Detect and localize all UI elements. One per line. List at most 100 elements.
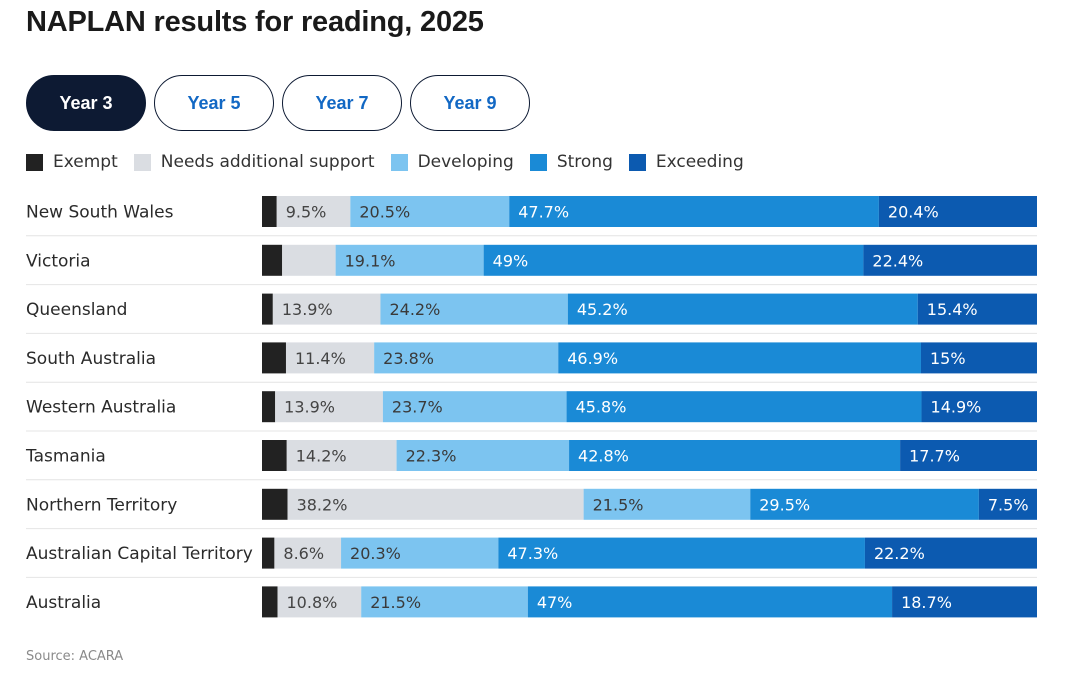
tab-year-3[interactable]: Year 3 [26, 75, 146, 131]
tab-year-9[interactable]: Year 9 [410, 75, 530, 131]
data-label-queensland-exceeding: 15.4% [927, 300, 978, 319]
category-label-australian-capital-territory: Australian Capital Territory [26, 544, 253, 564]
bar-australia-needs-additional-support [277, 586, 362, 618]
data-label-new-south-wales-developing: 20.5% [359, 203, 410, 222]
data-label-queensland-needs-additional-support: 13.9% [282, 300, 333, 319]
data-label-northern-territory-strong: 29.5% [759, 495, 810, 514]
bar-new-south-wales-developing [350, 196, 510, 227]
bar-australian-capital-territory-needs-additional-support [274, 537, 342, 569]
bar-western-australia-strong [566, 391, 922, 423]
data-label-western-australia-exceeding: 14.9% [931, 398, 982, 417]
chart-legend: Exempt Needs additional support Developi… [26, 152, 760, 172]
bar-western-australia-exceeding [921, 391, 1037, 423]
category-label-western-australia: Western Australia [26, 398, 176, 418]
tab-year-5[interactable]: Year 5 [154, 75, 274, 131]
category-label-northern-territory: Northern Territory [26, 495, 177, 515]
bar-tasmania-strong [569, 440, 901, 471]
bar-south-australia-strong [558, 342, 921, 374]
bar-australian-capital-territory-exempt [262, 537, 275, 569]
bar-new-south-wales-exempt [262, 196, 277, 227]
data-label-australian-capital-territory-strong: 47.3% [507, 544, 558, 563]
legend-label-developing: Developing [417, 152, 514, 172]
legend-item-exempt: Exempt [26, 152, 118, 172]
data-label-australian-capital-territory-developing: 20.3% [350, 544, 401, 563]
data-label-western-australia-strong: 45.8% [576, 398, 627, 417]
bar-queensland-developing [380, 293, 568, 325]
legend-item-exceeding: Exceeding [628, 152, 744, 172]
bar-western-australia-developing [382, 391, 567, 423]
bar-tasmania-exempt [262, 440, 287, 471]
legend-item-needs-support: Needs additional support [133, 152, 375, 172]
legend-swatch-exceeding [628, 153, 646, 171]
tab-year-7[interactable]: Year 7 [282, 75, 402, 131]
bar-western-australia-needs-additional-support [275, 391, 383, 423]
bar-australia-exempt [262, 586, 278, 618]
legend-item-developing: Developing [390, 152, 514, 172]
legend-item-strong: Strong [529, 152, 613, 172]
data-label-queensland-developing: 24.2% [389, 300, 440, 319]
data-label-new-south-wales-exceeding: 20.4% [888, 203, 939, 222]
data-label-western-australia-developing: 23.7% [392, 398, 443, 417]
category-label-tasmania: Tasmania [25, 447, 106, 467]
source-note: Source: ACARA [26, 649, 124, 664]
bar-south-australia-developing [374, 342, 559, 374]
bar-new-south-wales-exceeding [878, 196, 1037, 227]
data-label-new-south-wales-strong: 47.7% [518, 203, 569, 222]
category-label-new-south-wales: New South Wales [26, 203, 174, 223]
bar-queensland-exempt [262, 293, 273, 325]
category-label-australia: Australia [26, 593, 101, 613]
bar-australian-capital-territory-developing [341, 537, 499, 569]
category-label-victoria: Victoria [26, 251, 91, 271]
year-tabs: Year 3 Year 5 Year 7 Year 9 [26, 75, 530, 131]
data-label-queensland-strong: 45.2% [577, 300, 628, 319]
chart-title: NAPLAN results for reading, 2025 [26, 6, 484, 38]
data-label-south-australia-strong: 46.9% [567, 349, 618, 368]
legend-swatch-developing [390, 153, 408, 171]
bar-western-australia-exempt [262, 391, 276, 423]
data-label-south-australia-needs-additional-support: 11.4% [295, 349, 346, 368]
bar-northern-territory-strong [750, 488, 979, 520]
bar-australia-developing [361, 586, 528, 618]
bar-south-australia-exempt [262, 342, 286, 374]
bar-tasmania-exceeding [900, 440, 1037, 471]
bar-victoria-exceeding [863, 244, 1037, 276]
legend-swatch-exempt [26, 153, 43, 171]
data-label-victoria-developing: 19.1% [345, 251, 396, 270]
bar-south-australia-needs-additional-support [285, 342, 375, 374]
data-label-australia-exceeding: 18.7% [901, 593, 952, 612]
bar-queensland-strong [567, 293, 918, 325]
bar-victoria-exempt [262, 244, 283, 276]
bar-south-australia-exceeding [920, 342, 1037, 374]
data-label-australia-needs-additional-support: 10.8% [287, 593, 338, 612]
data-label-south-australia-developing: 23.8% [383, 349, 434, 368]
data-label-victoria-strong: 49% [493, 251, 529, 270]
data-label-northern-territory-exceeding: 7.5% [988, 495, 1029, 514]
legend-label-needs-support: Needs additional support [160, 152, 375, 172]
bar-australia-exceeding [892, 586, 1037, 618]
legend-label-exempt: Exempt [53, 152, 118, 172]
bar-queensland-exceeding [917, 293, 1037, 325]
data-label-tasmania-strong: 42.8% [578, 447, 629, 466]
bar-tasmania-developing [396, 440, 570, 471]
category-label-queensland: Queensland [26, 300, 127, 320]
data-label-tasmania-exceeding: 17.7% [909, 447, 960, 466]
bar-australian-capital-territory-exceeding [864, 537, 1037, 569]
legend-label-exceeding: Exceeding [655, 152, 744, 172]
data-label-northern-territory-developing: 21.5% [593, 495, 644, 514]
data-label-australia-strong: 47% [537, 593, 573, 612]
data-label-northern-territory-needs-additional-support: 38.2% [297, 495, 348, 514]
data-label-tasmania-developing: 22.3% [406, 447, 457, 466]
legend-label-strong: Strong [556, 152, 613, 172]
bar-northern-territory-needs-additional-support [287, 488, 584, 520]
data-label-western-australia-needs-additional-support: 13.9% [284, 398, 335, 417]
bar-australian-capital-territory-strong [498, 537, 865, 569]
data-label-tasmania-needs-additional-support: 14.2% [296, 447, 347, 466]
bar-victoria-developing [335, 244, 484, 276]
bar-new-south-wales-strong [509, 196, 879, 227]
bar-queensland-needs-additional-support [272, 293, 381, 325]
legend-swatch-strong [529, 153, 547, 171]
bar-victoria-strong [483, 244, 864, 276]
bar-australia-strong [527, 586, 893, 618]
data-label-south-australia-exceeding: 15% [930, 349, 966, 368]
